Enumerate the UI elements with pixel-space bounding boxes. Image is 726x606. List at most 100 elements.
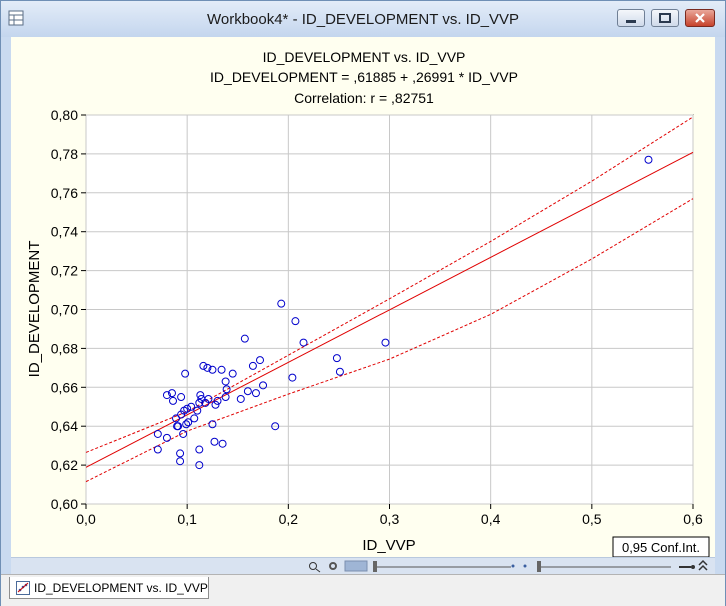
maximize-button[interactable] <box>651 9 679 27</box>
data-point <box>213 396 222 405</box>
graph-area: ID_DEVELOPMENT vs. ID_VVP ID_DEVELOPMENT… <box>11 37 715 558</box>
data-point <box>259 381 268 390</box>
graph-tab-icon <box>16 581 30 595</box>
data-point <box>208 420 217 429</box>
data-point <box>251 389 260 398</box>
close-icon <box>695 13 705 23</box>
title-bar[interactable]: Workbook4* - ID_DEVELOPMENT vs. ID_VVP <box>1 1 725 37</box>
scroll-dot-right <box>523 564 527 568</box>
data-point <box>187 402 196 411</box>
data-point <box>182 420 191 429</box>
minimize-icon <box>626 20 636 23</box>
data-point <box>335 367 344 376</box>
data-point <box>193 406 202 415</box>
confidence-bound-upper <box>85 116 694 453</box>
data-point <box>190 414 199 423</box>
toolbar-graphics <box>309 559 708 573</box>
data-point <box>176 457 185 466</box>
y-tick-label: 0,64 <box>51 418 78 434</box>
color-gradient-swatch[interactable] <box>344 560 368 572</box>
y-tick-label: 0,80 <box>51 107 78 123</box>
x-tick-label: 0,5 <box>582 511 602 527</box>
data-point <box>162 391 171 400</box>
data-point <box>256 356 265 365</box>
data-point <box>184 418 193 427</box>
data-point <box>210 437 219 446</box>
x-tick-label: 0,1 <box>177 511 197 527</box>
scrollbar-thumb[interactable] <box>373 561 377 572</box>
confidence-bound-lower <box>85 198 694 483</box>
y-tick-label: 0,78 <box>51 146 78 162</box>
data-point <box>153 429 162 438</box>
pin-icon[interactable] <box>679 565 695 569</box>
data-point <box>271 422 280 431</box>
y-tick-label: 0,60 <box>51 496 78 512</box>
tab-graph[interactable]: ID_DEVELOPMENT vs. ID_VVP <box>9 577 209 599</box>
y-tick-label: 0,74 <box>51 224 78 240</box>
data-point <box>277 299 286 308</box>
data-point <box>199 361 208 370</box>
data-point <box>211 400 220 409</box>
scroll-dot-left <box>511 564 515 568</box>
x-tick-label: 0,4 <box>481 511 501 527</box>
data-point <box>176 449 185 458</box>
x-axis-label: ID_VVP <box>362 537 415 554</box>
tab-label: ID_DEVELOPMENT vs. ID_VVP <box>34 581 208 595</box>
regression-equation: ID_DEVELOPMENT = ,61885 + ,26991 * ID_VV… <box>210 69 518 85</box>
data-point <box>644 155 653 164</box>
data-point <box>228 369 237 378</box>
data-point <box>196 391 205 400</box>
minimize-button[interactable] <box>617 9 645 27</box>
data-point <box>291 317 300 326</box>
y-tick-label: 0,76 <box>51 185 78 201</box>
correlation-label: Correlation: r = ,82751 <box>294 90 434 106</box>
data-point <box>221 393 230 402</box>
data-point <box>167 389 176 398</box>
window-title: Workbook4* - ID_DEVELOPMENT vs. ID_VVP <box>206 11 520 28</box>
data-point <box>288 373 297 382</box>
data-point <box>183 404 192 413</box>
x-tick-label: 0,3 <box>380 511 400 527</box>
second-scrollbar-thumb[interactable] <box>537 561 541 572</box>
confidence-band <box>85 116 694 483</box>
zoom-icon[interactable] <box>309 562 321 573</box>
y-axis-label: ID_DEVELOPMENT <box>26 241 43 378</box>
data-point <box>169 396 178 405</box>
data-point <box>204 394 213 403</box>
data-point <box>381 338 390 347</box>
data-point <box>218 439 227 448</box>
data-point <box>240 334 249 343</box>
data-points <box>153 155 653 470</box>
data-point <box>222 385 231 394</box>
data-point <box>332 354 341 363</box>
data-point <box>177 393 186 402</box>
collapse-chevron-icon[interactable] <box>698 559 708 571</box>
regression-line <box>85 151 694 468</box>
scatterplot[interactable]: ID_DEVELOPMENT vs. ID_VVP ID_DEVELOPMENT… <box>11 37 715 558</box>
y-axis: 0,60 0,62 0,64 0,66 0,68 0,70 0,72 0,74 0,76 0,78… <box>51 107 86 512</box>
data-point <box>236 394 245 403</box>
graph-toolbar <box>11 557 715 574</box>
data-point <box>221 377 230 386</box>
maximize-icon <box>659 13 671 23</box>
data-point <box>195 398 204 407</box>
data-point <box>299 338 308 347</box>
close-button[interactable] <box>685 9 715 27</box>
y-tick-label: 0,62 <box>51 457 78 473</box>
data-point <box>195 445 204 454</box>
workbook-icon <box>8 10 24 26</box>
data-point <box>174 422 183 431</box>
chart-title: ID_DEVELOPMENT vs. ID_VVP <box>263 49 466 65</box>
data-point <box>195 461 204 470</box>
y-tick-label: 0,72 <box>51 263 78 279</box>
y-tick-label: 0,66 <box>51 379 78 395</box>
data-point <box>208 365 217 374</box>
settings-icon[interactable] <box>329 562 337 570</box>
data-point <box>179 429 188 438</box>
x-tick-label: 0,6 <box>683 511 703 527</box>
tab-strip: ID_DEVELOPMENT vs. ID_VVP <box>1 574 725 606</box>
data-point <box>248 361 257 370</box>
x-tick-label: 0,2 <box>279 511 299 527</box>
data-point <box>181 369 190 378</box>
